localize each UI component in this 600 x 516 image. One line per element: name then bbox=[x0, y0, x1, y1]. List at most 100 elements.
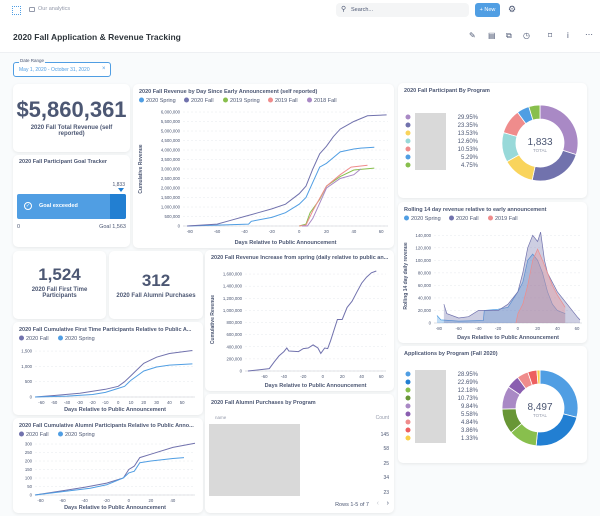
x-tick-label: 0 bbox=[117, 400, 120, 405]
donut-total: 8,497 bbox=[527, 402, 552, 413]
legend-percent: 5.29% bbox=[461, 155, 479, 161]
new-button[interactable]: + New bbox=[475, 3, 500, 17]
legend-percent: 1.33% bbox=[461, 436, 479, 442]
x-tick-label: 0 bbox=[517, 326, 520, 331]
first-time-cumulative-chart: 2020 Fall Cumulative First Time Particip… bbox=[19, 327, 195, 413]
card-alumni-purchases: 312 2020 Fall Alumni Purchases bbox=[109, 251, 203, 319]
y-tick-label: 3,000,000 bbox=[161, 167, 181, 172]
x-tick-label: 20 bbox=[148, 498, 153, 503]
card-first-time-cumulative: 2020 Fall Cumulative First Time Particip… bbox=[13, 322, 203, 415]
card-total-revenue: $5,860,361 2020 Fall Total Revenue (self… bbox=[13, 84, 130, 152]
x-axis-label: Days Relative to Public Announcement bbox=[265, 383, 367, 389]
history-icon[interactable]: ◷ bbox=[523, 31, 530, 40]
legend-dot bbox=[58, 431, 63, 437]
applications-donut-chart: Applications by Program (Fall 2020) 28.95… bbox=[404, 351, 579, 447]
clear-filter-icon[interactable]: × bbox=[102, 66, 106, 72]
legend-dot bbox=[405, 435, 411, 441]
redacted-names bbox=[209, 424, 300, 496]
x-tick-label: 60 bbox=[379, 229, 384, 234]
series-line bbox=[187, 114, 387, 227]
search-icon: ⚲ bbox=[341, 6, 347, 13]
x-tick-label: 0 bbox=[322, 374, 325, 379]
card-revenue-by-day: 2020 Fall Revenue by Day Since Early Ann… bbox=[133, 84, 394, 248]
y-tick-label: 800,000 bbox=[226, 320, 242, 325]
card-title: 2020 Fall Participant Goal Tracker bbox=[19, 159, 108, 165]
legend-label: 2020 Fall bbox=[26, 432, 49, 438]
x-tick-label: 40 bbox=[167, 400, 172, 405]
legend-dot bbox=[488, 215, 493, 221]
x-tick-label: 40 bbox=[359, 374, 364, 379]
y-tick-label: 1,500,000 bbox=[161, 195, 181, 200]
legend-dot bbox=[405, 411, 411, 417]
x-tick-label: 40 bbox=[351, 229, 356, 234]
chart-title: Rolling 14 day revenue relative to early… bbox=[404, 207, 547, 213]
x-tick-label: 40 bbox=[555, 326, 560, 331]
y-tick-label: 6,000,000 bbox=[161, 110, 181, 115]
card-alumni-purchases-table: 2020 Fall Alumni Purchases by Program na… bbox=[205, 394, 394, 513]
legend-percent: 23.35% bbox=[458, 123, 479, 129]
x-tick-label: -80 bbox=[187, 229, 194, 234]
x-tick-label: 0 bbox=[298, 229, 301, 234]
more-icon[interactable]: ⋯ bbox=[585, 30, 593, 39]
donut-total: 1,833 bbox=[527, 137, 552, 148]
goal-status: Goal exceeded bbox=[39, 203, 78, 209]
y-tick-label: 60,000 bbox=[418, 283, 432, 288]
legend-dot bbox=[58, 335, 63, 341]
search-input[interactable]: ⚲ Search... bbox=[336, 3, 469, 17]
goal-progress-bar: ✓ Goal exceeded bbox=[17, 194, 126, 219]
x-axis-label: Days Relative to Public Announcement bbox=[64, 407, 166, 413]
chart-title: 2020 Fall Revenue by Day Since Early Ann… bbox=[139, 89, 317, 95]
column-header-name[interactable]: name bbox=[215, 415, 227, 420]
series-line bbox=[34, 363, 193, 398]
breadcrumb[interactable]: Our analytics bbox=[38, 6, 71, 12]
date-range-filter[interactable]: Date Range May 1, 2020 - October 31, 202… bbox=[13, 58, 111, 77]
y-tick-label: 0 bbox=[240, 369, 243, 374]
legend-percent: 10.73% bbox=[458, 396, 479, 402]
card-first-time-participants: 1,524 2020 Fall First Time Participants bbox=[13, 251, 106, 319]
x-tick-label: 0 bbox=[128, 498, 131, 503]
y-tick-label: 0 bbox=[30, 493, 33, 498]
y-tick-label: 140,000 bbox=[415, 233, 431, 238]
series-line bbox=[247, 270, 377, 372]
kpi-label: 2020 Fall Alumni Purchases bbox=[116, 293, 196, 299]
share-icon[interactable]: ⧉ bbox=[506, 31, 512, 40]
series-line bbox=[443, 231, 581, 321]
card-applications-by-program: Applications by Program (Fall 2020) 28.95… bbox=[398, 346, 587, 463]
y-tick-label: 40,000 bbox=[418, 295, 432, 300]
info-icon[interactable]: i bbox=[567, 31, 569, 40]
edit-icon[interactable]: ✎ bbox=[469, 31, 476, 40]
settings-icon[interactable]: ⚙ bbox=[508, 4, 517, 14]
legend-label: 2020 Fall bbox=[191, 98, 214, 104]
y-tick-label: 0 bbox=[429, 321, 432, 326]
legend-dot bbox=[307, 97, 312, 103]
subscription-icon[interactable]: ▤ bbox=[488, 31, 496, 40]
kpi-value: 312 bbox=[141, 271, 171, 290]
bookmark-icon[interactable]: ⌑ bbox=[548, 31, 553, 40]
x-tick-label: 30 bbox=[154, 400, 159, 405]
x-tick-label: -60 bbox=[261, 374, 268, 379]
legend-dot bbox=[19, 431, 24, 437]
y-tick-label: 5,500,000 bbox=[161, 119, 181, 124]
column-header-count[interactable]: Count bbox=[375, 415, 389, 421]
y-tick-label: 80,000 bbox=[418, 270, 432, 275]
x-tick-label: -60 bbox=[59, 498, 66, 503]
next-page-icon[interactable]: › bbox=[386, 500, 389, 507]
chart-title: 2020 Fall Cumulative Alumni Participants… bbox=[19, 423, 194, 429]
rolling-revenue-chart: Rolling 14 day revenue relative to early… bbox=[403, 207, 582, 341]
alumni-cumulative-chart: 2020 Fall Cumulative Alumni Participants… bbox=[19, 423, 196, 511]
redacted-legend-labels bbox=[415, 113, 446, 170]
legend-dot bbox=[405, 130, 411, 136]
x-tick-label: 60 bbox=[379, 374, 384, 379]
logo[interactable] bbox=[12, 6, 21, 15]
chart-title: 2020 Fall Revenue Increase from spring (… bbox=[211, 255, 389, 261]
x-tick-label: -50 bbox=[51, 400, 58, 405]
legend-label: 2020 Spring bbox=[65, 336, 95, 342]
prev-page-icon[interactable]: ‹ bbox=[376, 500, 379, 507]
x-tick-label: -60 bbox=[214, 229, 221, 234]
y-tick-label: 200,000 bbox=[226, 356, 242, 361]
legend-percent: 10.53% bbox=[458, 147, 479, 153]
legend-dot bbox=[405, 146, 411, 152]
y-tick-label: 400,000 bbox=[226, 344, 242, 349]
dashboard-header: 2020 Fall Application & Revenue Tracking… bbox=[0, 22, 600, 53]
y-tick-label: 600,000 bbox=[226, 332, 242, 337]
